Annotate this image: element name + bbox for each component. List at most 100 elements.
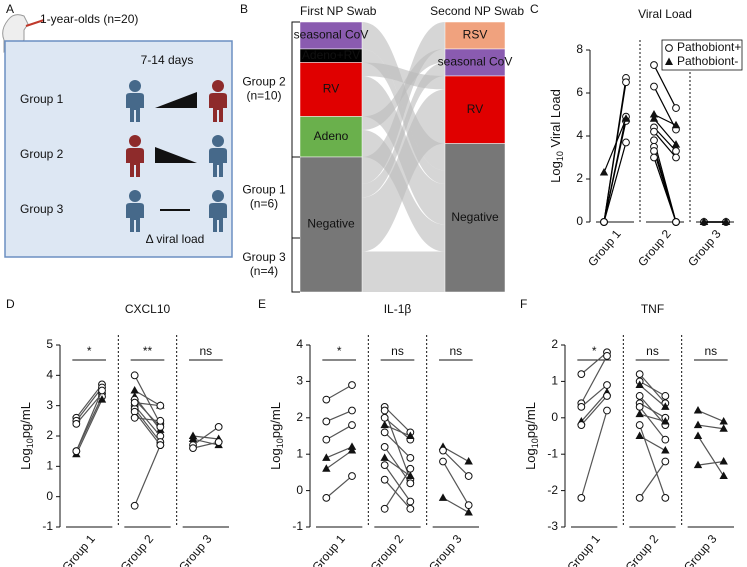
circle-marker bbox=[603, 406, 611, 415]
delta-label: Δ viral load bbox=[146, 232, 205, 246]
y-tick-label: 4 bbox=[576, 128, 583, 142]
node bbox=[299, 156, 363, 293]
node-label: RSV bbox=[463, 28, 488, 42]
triangle-marker bbox=[438, 493, 448, 501]
circle-marker bbox=[577, 370, 586, 379]
cohort-label: 1-year-olds (n=20) bbox=[40, 12, 138, 26]
circle-marker bbox=[72, 447, 81, 456]
node bbox=[299, 62, 363, 117]
circle-marker bbox=[406, 453, 415, 462]
pair-line bbox=[580, 395, 608, 426]
circle-marker bbox=[130, 501, 139, 510]
pair-line bbox=[639, 435, 666, 452]
pair-line bbox=[384, 468, 411, 510]
pair-line bbox=[134, 405, 161, 437]
x-tick-label: Group 1 bbox=[564, 532, 603, 567]
legend-marker bbox=[665, 57, 673, 65]
pair-line bbox=[639, 402, 666, 419]
y-tick-label: -3 bbox=[547, 519, 558, 533]
circle-marker bbox=[603, 392, 611, 400]
triangle-marker bbox=[322, 464, 331, 472]
y-tick-label: 4 bbox=[46, 368, 53, 382]
y-axis-label-part: 10 bbox=[275, 438, 285, 448]
x-tick-label: Group 2 bbox=[368, 532, 407, 567]
child-icon-head bbox=[212, 135, 224, 147]
circle-marker bbox=[439, 446, 447, 455]
y-tick-label: 0 bbox=[576, 214, 583, 228]
triangle-marker bbox=[635, 409, 644, 418]
circle-marker bbox=[661, 457, 670, 466]
pair-line bbox=[192, 441, 219, 449]
circle-marker bbox=[348, 406, 356, 415]
circle-marker bbox=[635, 402, 644, 411]
flow bbox=[362, 251, 445, 292]
circle-marker bbox=[600, 218, 608, 226]
y-axis-label-part: pg/mL bbox=[268, 402, 283, 438]
circle-marker bbox=[577, 493, 586, 502]
pair-line bbox=[134, 444, 161, 507]
y-axis-label-part: Log bbox=[548, 161, 563, 183]
pair-line bbox=[697, 409, 724, 422]
triangle-marker bbox=[649, 114, 659, 122]
circle-marker bbox=[672, 104, 680, 112]
triangle-marker bbox=[693, 420, 703, 429]
panel-letter: E bbox=[258, 297, 266, 311]
circle-marker bbox=[650, 127, 658, 136]
triangle-marker bbox=[719, 471, 728, 480]
group-label: Group 1 bbox=[20, 92, 64, 106]
circle-marker bbox=[322, 493, 331, 502]
flow bbox=[362, 22, 445, 184]
triangle-marker bbox=[693, 406, 703, 414]
circle-marker bbox=[322, 417, 331, 426]
circle-marker bbox=[189, 444, 197, 453]
triangle-marker bbox=[464, 507, 473, 516]
circle-marker bbox=[380, 461, 389, 470]
study-box bbox=[4, 40, 233, 258]
pair-line bbox=[75, 393, 103, 425]
circle-marker bbox=[156, 416, 165, 425]
pair-line bbox=[325, 450, 353, 470]
pair-line bbox=[192, 426, 220, 446]
circle-marker bbox=[380, 504, 389, 513]
child-icon-body bbox=[126, 203, 144, 232]
circle-marker bbox=[380, 413, 389, 422]
circle-marker bbox=[672, 218, 680, 226]
triangle-marker bbox=[635, 431, 644, 439]
triangle-marker bbox=[671, 140, 681, 148]
triangle-marker bbox=[621, 114, 631, 122]
triangle-marker bbox=[380, 420, 389, 429]
pair-line bbox=[75, 390, 103, 452]
pair-line bbox=[442, 450, 470, 477]
y-tick-label: 2 bbox=[296, 410, 303, 424]
y-tick-label: 0 bbox=[296, 483, 303, 497]
pair-line bbox=[639, 380, 666, 397]
pair-line bbox=[384, 417, 411, 441]
significance-label: ns bbox=[449, 344, 462, 358]
circle-marker bbox=[348, 472, 356, 480]
child-icon-head bbox=[129, 190, 141, 202]
significance-label: * bbox=[337, 344, 342, 358]
significance-label: * bbox=[592, 344, 597, 358]
significance-label: ns bbox=[391, 344, 404, 358]
circle-marker bbox=[603, 352, 611, 360]
pair-line bbox=[697, 424, 724, 430]
panel-letter: A bbox=[6, 2, 14, 16]
circle-marker bbox=[156, 441, 165, 450]
pair-line bbox=[580, 351, 608, 375]
pair-line bbox=[653, 113, 677, 126]
x-tick-label: Group 2 bbox=[118, 532, 157, 567]
pair-line bbox=[326, 446, 353, 459]
circle-marker bbox=[406, 504, 415, 513]
y-axis-label-part: Log bbox=[268, 448, 283, 470]
pair-line bbox=[134, 411, 161, 446]
triangle-marker bbox=[661, 416, 670, 425]
triangle-marker bbox=[406, 471, 415, 480]
pair-line bbox=[653, 64, 677, 109]
left-title: First NP Swab bbox=[300, 4, 377, 18]
circle-marker bbox=[635, 493, 644, 502]
group-label: Group 2 bbox=[20, 147, 64, 161]
y-tick-label: 2 bbox=[576, 171, 583, 185]
pair-line bbox=[75, 384, 103, 419]
node bbox=[299, 21, 363, 50]
node-label: Adeno bbox=[314, 129, 349, 143]
